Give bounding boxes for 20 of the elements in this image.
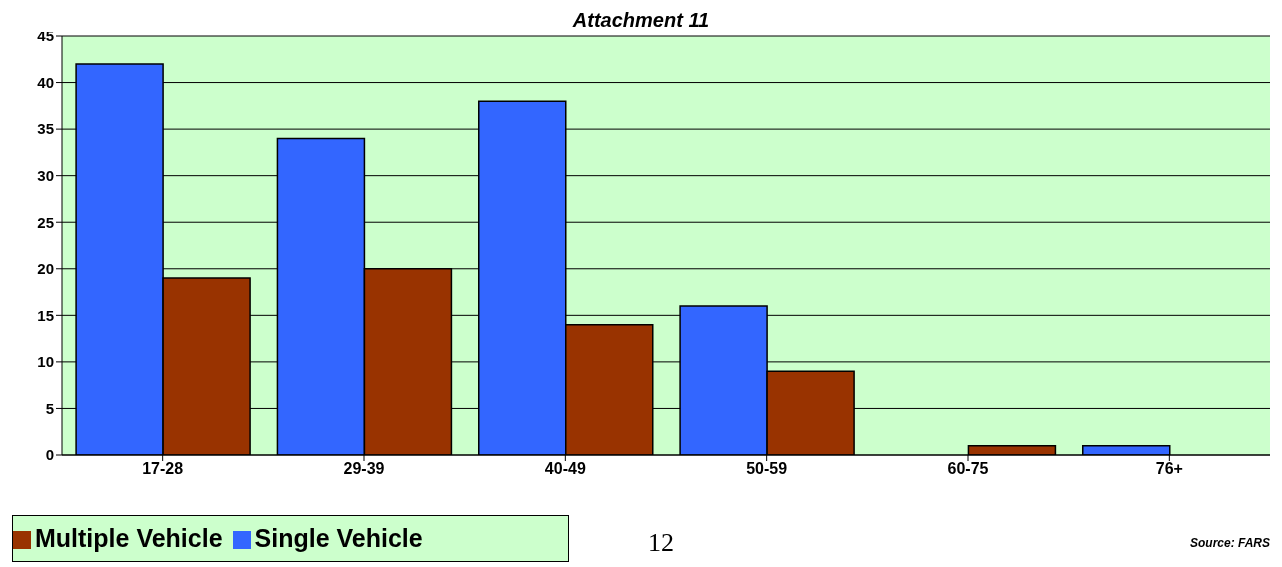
- y-tick-label: 40: [37, 73, 54, 91]
- legend-label: Multiple Vehicle: [35, 524, 223, 552]
- text: 12: [648, 528, 674, 558]
- chart-title: Attachment 11: [572, 9, 710, 31]
- y-tick-label: 5: [45, 399, 54, 417]
- y-tick-label: 15: [37, 306, 54, 324]
- y-tick-label: 35: [37, 120, 54, 138]
- y-tick-label: 20: [37, 260, 54, 278]
- x-tick-label: 40-49: [544, 460, 586, 478]
- x-tick-label: 29-39: [343, 460, 385, 478]
- source-note: Source: FARS: [1189, 536, 1270, 550]
- y-tick-label: 25: [37, 213, 54, 231]
- x-tick-label: 76+: [1155, 460, 1183, 478]
- x-tick-label: 50-59: [746, 460, 788, 478]
- x-tick-label: 17-28: [142, 460, 184, 478]
- y-tick-label: 10: [37, 353, 54, 371]
- legend-label: Single Vehicle: [254, 524, 423, 552]
- x-tick-label: 60-75: [947, 460, 989, 478]
- y-tick-label: 0: [45, 446, 54, 464]
- y-tick-label: 30: [37, 166, 54, 184]
